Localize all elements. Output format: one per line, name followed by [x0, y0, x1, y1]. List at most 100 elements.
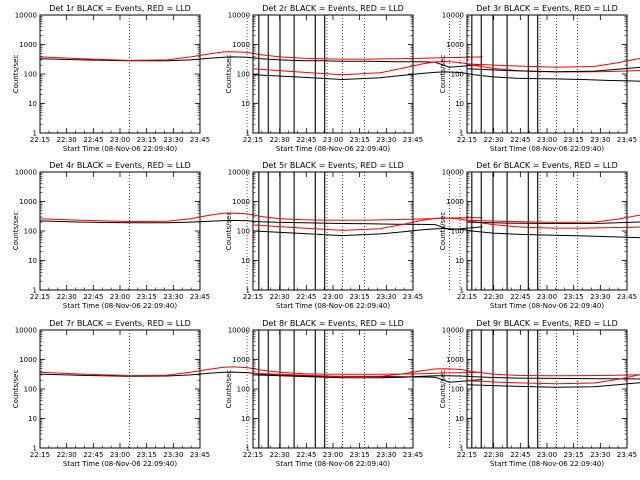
- y-tick-label: 100: [24, 71, 37, 79]
- x-tick-label: 22:30: [484, 451, 504, 459]
- x-tick-label: 23:30: [163, 451, 183, 459]
- x-tick-label: 22:30: [57, 136, 77, 144]
- x-tick-label: 22:45: [510, 136, 530, 144]
- y-tick-label: 100: [451, 71, 464, 79]
- y-tick-label: 1: [246, 287, 250, 295]
- x-tick-label: 23:00: [537, 293, 557, 301]
- y-tick-label: 10: [241, 100, 250, 108]
- y-tick-label: 10: [28, 257, 37, 265]
- x-tick-label: 23:15: [350, 451, 370, 459]
- x-tick-label: 22:30: [270, 293, 290, 301]
- y-tick-label: 10: [28, 415, 37, 423]
- panel-title: Det 9r BLACK = Events, RED = LLD: [476, 319, 618, 328]
- panel-title: Det 6r BLACK = Events, RED = LLD: [476, 161, 618, 170]
- series-line-events: [466, 66, 640, 73]
- y-tick-label: 1: [460, 130, 464, 138]
- y-axis-label: Counts/sec: [439, 370, 447, 409]
- panel-det-4r: Det 4r BLACK = Events, RED = LLD 1 10 100 10…: [12, 161, 483, 310]
- series-line-lld: [39, 212, 483, 223]
- y-tick-label: 1000: [446, 356, 464, 364]
- panel-title: Det 2r BLACK = Events, RED = LLD: [262, 4, 404, 13]
- x-tick-label: 23:00: [537, 136, 557, 144]
- x-tick-label: 22:15: [243, 293, 263, 301]
- x-tick-label: 22:15: [30, 293, 50, 301]
- x-tick-label: 22:15: [243, 136, 263, 144]
- x-tick-label: 23:30: [376, 136, 396, 144]
- series-line-lld: [466, 374, 640, 385]
- panel-title: Det 8r BLACK = Events, RED = LLD: [262, 319, 404, 328]
- x-tick-label: 22:30: [57, 293, 77, 301]
- x-tick-label: 22:45: [510, 451, 530, 459]
- plot-frame: [39, 171, 201, 291]
- x-tick-label: 23:30: [590, 136, 610, 144]
- y-tick-label: 1: [460, 445, 464, 453]
- y-tick-label: 1000: [232, 41, 250, 49]
- x-axis-label: Start Time (08-Nov-06 22:09:40): [63, 145, 177, 153]
- x-tick-label: 22:45: [83, 451, 103, 459]
- x-tick-label: 23:15: [137, 136, 157, 144]
- x-tick-label: 23:45: [403, 451, 423, 459]
- panel-det-5r: Det 5r BLACK = Events, RED = LLD 1 10 100 10…: [225, 161, 640, 310]
- x-axis-label: Start Time (08-Nov-06 22:09:40): [63, 302, 177, 310]
- x-tick-label: 22:45: [83, 293, 103, 301]
- x-tick-label: 23:00: [323, 136, 343, 144]
- panel-title: Det 4r BLACK = Events, RED = LLD: [49, 161, 191, 170]
- y-tick-label: 10000: [442, 169, 464, 177]
- x-tick-label: 22:45: [296, 451, 316, 459]
- x-tick-label: 23:00: [323, 451, 343, 459]
- y-axis-label: Counts/sec: [225, 370, 233, 409]
- x-tick-label: 23:45: [403, 136, 423, 144]
- x-tick-label: 23:30: [590, 451, 610, 459]
- y-tick-label: 100: [24, 386, 37, 394]
- x-tick-label: 23:45: [190, 293, 210, 301]
- series-line-events: [39, 219, 483, 231]
- y-tick-label: 10000: [228, 327, 250, 335]
- y-tick-label: 1: [460, 287, 464, 295]
- y-tick-label: 1000: [446, 198, 464, 206]
- x-tick-label: 22:45: [296, 293, 316, 301]
- x-axis-label: Start Time (08-Nov-06 22:09:40): [490, 302, 604, 310]
- panel-det-3r: Det 3r BLACK = Events, RED = LLD 1 10 100 10…: [439, 4, 640, 153]
- series-line-events: [466, 382, 640, 388]
- plot-frame: [466, 14, 628, 134]
- y-tick-label: 1000: [232, 356, 250, 364]
- x-tick-label: 23:15: [137, 293, 157, 301]
- x-tick-label: 22:45: [510, 293, 530, 301]
- y-tick-label: 10: [241, 415, 250, 423]
- x-tick-label: 23:45: [190, 136, 210, 144]
- y-tick-label: 100: [237, 228, 250, 236]
- x-axis-label: Start Time (08-Nov-06 22:09:40): [276, 460, 390, 468]
- x-tick-label: 22:30: [270, 451, 290, 459]
- x-tick-label: 23:00: [110, 451, 130, 459]
- x-tick-label: 22:15: [457, 136, 477, 144]
- y-tick-label: 10: [455, 415, 464, 423]
- y-tick-label: 10000: [442, 327, 464, 335]
- y-tick-label: 1000: [19, 356, 37, 364]
- x-tick-label: 22:15: [457, 451, 477, 459]
- series-line-lld: [39, 51, 483, 61]
- y-tick-label: 100: [451, 386, 464, 394]
- x-tick-label: 23:00: [110, 136, 130, 144]
- x-tick-label: 22:15: [30, 136, 50, 144]
- series-line-events: [252, 227, 640, 239]
- series-line-lld: [39, 366, 483, 377]
- x-tick-label: 23:45: [617, 293, 637, 301]
- plot-frame: [252, 171, 414, 291]
- y-tick-label: 1: [246, 130, 250, 138]
- y-axis-label: Counts/sec: [12, 212, 20, 251]
- y-tick-label: 1000: [19, 198, 37, 206]
- x-tick-label: 23:15: [564, 136, 584, 144]
- y-tick-label: 10: [455, 100, 464, 108]
- series-line-lld: [252, 60, 640, 76]
- y-tick-label: 100: [24, 228, 37, 236]
- x-axis-label: Start Time (08-Nov-06 22:09:40): [490, 145, 604, 153]
- x-tick-label: 23:00: [323, 293, 343, 301]
- y-tick-label: 10000: [228, 169, 250, 177]
- panel-det-6r: Det 6r BLACK = Events, RED = LLD 1 10 100 10…: [439, 161, 640, 310]
- y-axis-label: Counts/sec: [439, 212, 447, 251]
- y-tick-label: 1000: [19, 41, 37, 49]
- y-axis-label: Counts/sec: [439, 55, 447, 94]
- y-tick-label: 10000: [15, 12, 37, 20]
- plot-frame: [252, 329, 414, 449]
